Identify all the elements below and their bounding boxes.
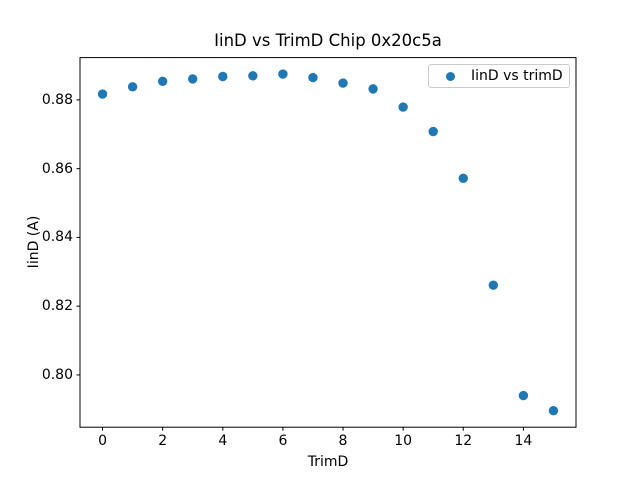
x-tick-label: 10 — [394, 433, 413, 449]
scatter-point — [428, 126, 438, 137]
x-tick-label: 8 — [338, 433, 348, 449]
x-axis-label: TrimD — [307, 454, 349, 470]
scatter-point — [518, 390, 529, 401]
legend-label: IinD vs trimD — [471, 68, 563, 84]
x-tick-label: 6 — [278, 433, 288, 449]
legend-box: IinD vs trimD — [428, 64, 570, 88]
axes-frame — [79, 57, 577, 428]
y-tick-label: 0.86 — [41, 160, 73, 177]
scatter-point — [248, 71, 258, 81]
scatter-point — [338, 78, 348, 88]
scatter-point — [368, 84, 378, 94]
scatter-point — [218, 71, 228, 82]
scatter-point — [488, 280, 499, 290]
legend-marker-dot — [446, 71, 455, 81]
x-tick-label: 4 — [218, 433, 228, 449]
y-tick-label: 0.88 — [41, 91, 73, 108]
scatter-point — [188, 74, 198, 84]
scatter-point — [308, 72, 318, 83]
x-tick-label: 2 — [158, 433, 168, 449]
y-tick-label: 0.82 — [41, 298, 73, 315]
scatter-point — [458, 173, 468, 183]
y-tick-label: 0.84 — [41, 229, 73, 246]
x-tick-label: 0 — [98, 433, 107, 449]
x-tick-label: 12 — [454, 433, 473, 449]
x-tick-label: 14 — [514, 433, 533, 449]
scatter-point — [398, 102, 408, 112]
chart-title: IinD vs TrimD Chip 0x20c5a — [214, 31, 442, 50]
y-tick-label: 0.80 — [41, 366, 73, 383]
scatter-point — [157, 76, 168, 87]
scatter-point — [278, 69, 288, 79]
scatter-point — [97, 89, 108, 99]
scatter-point — [548, 405, 559, 416]
scatter-point — [127, 82, 138, 92]
